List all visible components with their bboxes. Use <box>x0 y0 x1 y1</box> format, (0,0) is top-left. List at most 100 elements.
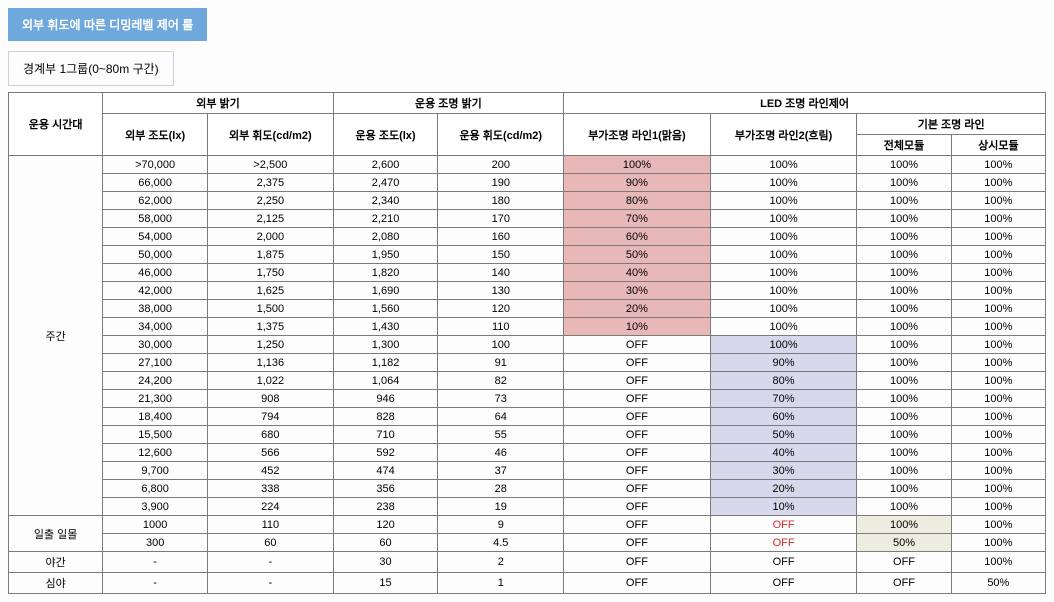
cell-line1: 100% <box>564 156 711 174</box>
cell-ext-cd: 1,750 <box>208 264 334 282</box>
cell-line2: 100% <box>710 192 857 210</box>
cell-base-always: 100% <box>951 480 1045 498</box>
table-row: 18,40079482864OFF60%100%100% <box>9 408 1046 426</box>
cell-ext-cd: 224 <box>208 498 334 516</box>
cell-line1: OFF <box>564 336 711 354</box>
cell-ext-lux: 42,000 <box>103 282 208 300</box>
cell-line2: OFF <box>710 534 857 552</box>
cell-line1: OFF <box>564 390 711 408</box>
table-row: 일출 일몰10001101209OFFOFF100%100% <box>9 516 1046 534</box>
cell-op-cd: 190 <box>438 174 564 192</box>
cell-ext-cd: 2,000 <box>208 228 334 246</box>
cell-base-always: 100% <box>951 174 1045 192</box>
cell-time-group: 야간 <box>9 552 103 573</box>
cell-ext-lux: 58,000 <box>103 210 208 228</box>
cell-ext-lux: 24,200 <box>103 372 208 390</box>
cell-line2: 100% <box>710 336 857 354</box>
cell-base-all: 100% <box>857 246 951 264</box>
cell-time-group: 주간 <box>9 156 103 516</box>
cell-op-cd: 37 <box>438 462 564 480</box>
th-time: 운용 시간대 <box>9 93 103 156</box>
cell-ext-cd: 2,250 <box>208 192 334 210</box>
cell-op-cd: 120 <box>438 300 564 318</box>
cell-line2: 40% <box>710 444 857 462</box>
cell-base-always: 100% <box>951 282 1045 300</box>
cell-op-cd: 9 <box>438 516 564 534</box>
cell-base-all: 100% <box>857 480 951 498</box>
cell-op-lux: 1,820 <box>333 264 438 282</box>
cell-ext-cd: - <box>208 552 334 573</box>
cell-base-always: 100% <box>951 228 1045 246</box>
cell-line1: 70% <box>564 210 711 228</box>
cell-base-all: 100% <box>857 516 951 534</box>
cell-op-cd: 180 <box>438 192 564 210</box>
cell-base-all: 100% <box>857 264 951 282</box>
cell-ext-cd: 338 <box>208 480 334 498</box>
cell-op-cd: 150 <box>438 246 564 264</box>
th-ext-group: 외부 밝기 <box>103 93 333 114</box>
cell-op-cd: 1 <box>438 573 564 594</box>
cell-base-all: 100% <box>857 210 951 228</box>
cell-line2: 100% <box>710 174 857 192</box>
table-row: 12,60056659246OFF40%100%100% <box>9 444 1046 462</box>
cell-op-lux: 828 <box>333 408 438 426</box>
cell-base-all: 100% <box>857 174 951 192</box>
th-line1: 부가조명 라인1(맑음) <box>564 114 711 156</box>
cell-op-lux: 2,080 <box>333 228 438 246</box>
cell-line1: OFF <box>564 534 711 552</box>
table-row: 27,1001,1361,18291OFF90%100%100% <box>9 354 1046 372</box>
cell-op-lux: 592 <box>333 444 438 462</box>
cell-line2: 100% <box>710 300 857 318</box>
cell-line2: 90% <box>710 354 857 372</box>
cell-base-all: 100% <box>857 372 951 390</box>
cell-ext-lux: 15,500 <box>103 426 208 444</box>
cell-op-lux: 1,690 <box>333 282 438 300</box>
cell-op-cd: 28 <box>438 480 564 498</box>
cell-line1: OFF <box>564 372 711 390</box>
th-ext-cd: 외부 휘도(cd/m2) <box>208 114 334 156</box>
cell-ext-cd: 1,250 <box>208 336 334 354</box>
cell-line1: 80% <box>564 192 711 210</box>
cell-base-always: 100% <box>951 462 1045 480</box>
th-ext-lux: 외부 조도(lx) <box>103 114 208 156</box>
cell-line1: 60% <box>564 228 711 246</box>
th-op-group: 운용 조명 밝기 <box>333 93 563 114</box>
cell-ext-cd: 908 <box>208 390 334 408</box>
cell-base-always: 100% <box>951 498 1045 516</box>
cell-ext-cd: 794 <box>208 408 334 426</box>
cell-line2: 100% <box>710 246 857 264</box>
th-op-lux: 운용 조도(lx) <box>333 114 438 156</box>
cell-line1: OFF <box>564 552 711 573</box>
cell-op-lux: 356 <box>333 480 438 498</box>
table-row: 30,0001,2501,300100OFF100%100%100% <box>9 336 1046 354</box>
cell-base-all: 100% <box>857 192 951 210</box>
cell-ext-lux: 30,000 <box>103 336 208 354</box>
table-row: 66,0002,3752,47019090%100%100%100% <box>9 174 1046 192</box>
cell-line2: 10% <box>710 498 857 516</box>
cell-line1: OFF <box>564 516 711 534</box>
cell-time-group: 일출 일몰 <box>9 516 103 552</box>
cell-base-all: 100% <box>857 282 951 300</box>
cell-line2: OFF <box>710 573 857 594</box>
cell-line2: 80% <box>710 372 857 390</box>
cell-base-all: 100% <box>857 156 951 174</box>
cell-line1: OFF <box>564 354 711 372</box>
cell-op-lux: 474 <box>333 462 438 480</box>
table-header: 운용 시간대 외부 밝기 운용 조명 밝기 LED 조명 라인제어 외부 조도(… <box>9 93 1046 156</box>
cell-ext-lux: 38,000 <box>103 300 208 318</box>
table-row: 주간>70,000>2,5002,600200100%100%100%100% <box>9 156 1046 174</box>
cell-line1: OFF <box>564 444 711 462</box>
cell-op-lux: 1,064 <box>333 372 438 390</box>
cell-line1: 50% <box>564 246 711 264</box>
cell-op-lux: 60 <box>333 534 438 552</box>
cell-time-group: 심야 <box>9 573 103 594</box>
cell-line2: 20% <box>710 480 857 498</box>
cell-base-always: 100% <box>951 192 1045 210</box>
cell-base-all: 100% <box>857 228 951 246</box>
cell-base-always: 100% <box>951 444 1045 462</box>
cell-ext-lux: 9,700 <box>103 462 208 480</box>
cell-op-lux: 2,210 <box>333 210 438 228</box>
th-line2: 부가조명 라인2(흐림) <box>710 114 857 156</box>
cell-line1: OFF <box>564 573 711 594</box>
table-row: 50,0001,8751,95015050%100%100%100% <box>9 246 1046 264</box>
